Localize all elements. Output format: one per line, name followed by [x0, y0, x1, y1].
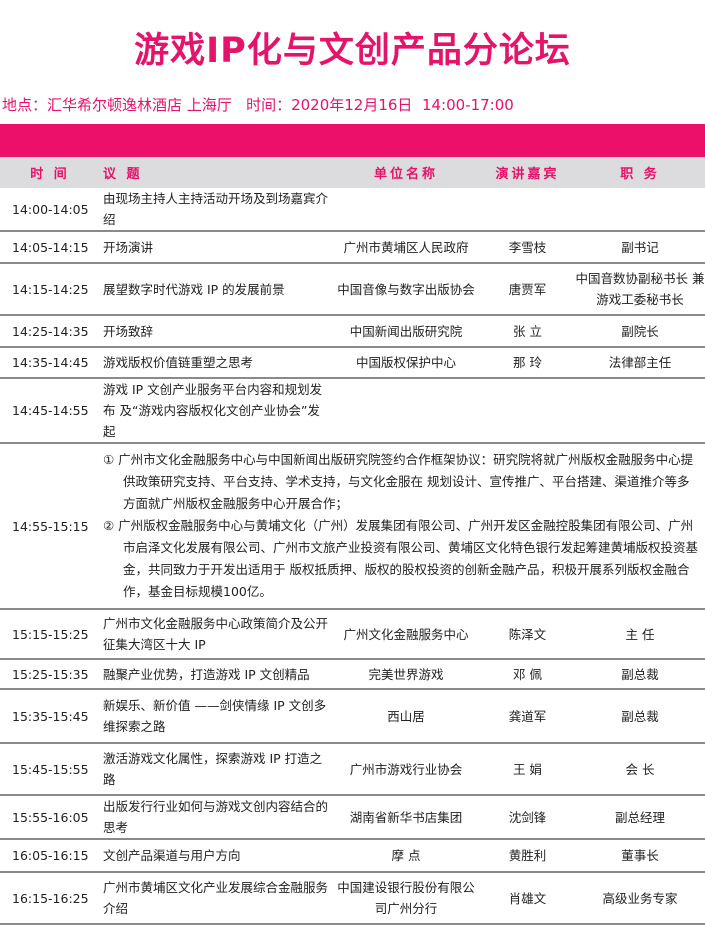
- header-topic: 议 题: [103, 167, 143, 182]
- row-position: 副总裁: [575, 659, 705, 690]
- table-row: 14:35-14:45 游戏版权价值链重塑之思考 中国版权保护中心那 玲法律部主任: [0, 347, 705, 379]
- row-topic: 游戏 IP 文创产业服务平台内容和规划发布 及“游戏内容版权化文创产业协会”发起: [100, 378, 332, 444]
- row-position: 会 长: [575, 743, 705, 796]
- row-topic: 游戏版权价值链重塑之思考: [100, 347, 332, 379]
- table-row: 14:45-14:55 游戏 IP 文创产业服务平台内容和规划发布 及“游戏内容版…: [0, 378, 705, 444]
- row-topic: 广州市黄埔区文化产业发展综合金融服务介绍: [100, 872, 332, 925]
- row-topic: 开场演讲: [100, 231, 332, 264]
- venue-time-info: 地点：汇华希尔顿逸林酒店 上海厅 时间：2020年12月16日 14:00-17…: [2, 96, 514, 114]
- row-speaker: 王 娟: [480, 743, 575, 796]
- row-topic: ① 广州市文化金融服务中心与中国新闻出版研究院签约合作框架协议：研究院将就广州版…: [100, 443, 705, 610]
- row-topic: 新娱乐、新价值 ——剑侠情缘 IP 文创多维探索之路: [100, 689, 332, 744]
- header-unit: 单位名称: [373, 167, 438, 182]
- row-unit: 中国音像与数字出版协会: [332, 263, 480, 316]
- table-row: 15:25-15:35 融聚产业优势，打造游戏 IP 文创精品 完美世界游戏邓 佩副…: [0, 659, 705, 690]
- header-position: 职 务: [620, 167, 660, 182]
- row-topic: 由现场主持人主持活动开场及到场嘉宾介绍: [100, 188, 332, 232]
- row-time: 14:05-14:15: [0, 231, 100, 264]
- row-time: 14:00-14:05: [0, 188, 100, 232]
- row-unit: 摩 点: [332, 839, 480, 873]
- row-speaker: 肖雄文: [480, 872, 575, 925]
- row-time: 15:45-15:55: [0, 743, 100, 796]
- row-time: 14:55-15:15: [0, 443, 100, 610]
- table-row: 14:25-14:35 开场致辞 中国新闻出版研究院张 立副院长: [0, 315, 705, 348]
- row-topic: 开场致辞: [100, 315, 332, 348]
- row-time: 14:15-14:25: [0, 263, 100, 316]
- row-speaker: 陈泽文: [480, 609, 575, 660]
- row-time: 15:55-16:05: [0, 795, 100, 840]
- table-row: 15:35-15:45 新娱乐、新价值 ——剑侠情缘 IP 文创多维探索之路 西山居…: [0, 689, 705, 744]
- row-position: 高级业务专家: [575, 872, 705, 925]
- row-position: 副总经理: [575, 795, 705, 840]
- row-position: 主 任: [575, 609, 705, 660]
- agenda-table: 时 间 议 题 单位名称 演讲嘉宾 职 务 14:00-14:05 由现场主持人主…: [0, 157, 705, 925]
- row-position: 副书记: [575, 231, 705, 264]
- row-position: 中国音数协副秘书长 兼游戏工委秘书长: [575, 263, 705, 316]
- row-time: 16:05-16:15: [0, 839, 100, 873]
- row-topic: 出版发行行业如何与游戏文创内容结合的思考: [100, 795, 332, 840]
- row-time: 14:25-14:35: [0, 315, 100, 348]
- row-unit: 中国新闻出版研究院: [332, 315, 480, 348]
- page-title: 游戏IP化与文创产品分论坛: [134, 31, 571, 71]
- row-topic: 激活游戏文化属性，探索游戏 IP 打造之路: [100, 743, 332, 796]
- row-position: [575, 188, 705, 232]
- header-time: 时 间: [30, 167, 70, 182]
- table-row: 15:45-15:55 激活游戏文化属性，探索游戏 IP 打造之路 广州市游戏行业协…: [0, 743, 705, 796]
- table-header: 时 间 议 题 单位名称 演讲嘉宾 职 务: [0, 157, 705, 188]
- row-time: 14:45-14:55: [0, 378, 100, 444]
- table-row: 16:05-16:15 文创产品渠道与用户方向摩 点黄胜利 董事长: [0, 839, 705, 873]
- row-unit: 广州市游戏行业协会: [332, 743, 480, 796]
- row-unit: 完美世界游戏: [332, 659, 480, 690]
- row-speaker: [480, 188, 575, 232]
- row-speaker: 黄胜利: [480, 839, 575, 873]
- row-unit: 湖南省新华书店集团: [332, 795, 480, 840]
- table-row: 14:05-14:15 开场演讲 广州市黄埔区人民政府 李雪枝 副书记: [0, 231, 705, 264]
- row-topic: 文创产品渠道与用户方向: [100, 839, 332, 873]
- row-speaker: 邓 佩: [480, 659, 575, 690]
- row-topic: 融聚产业优势，打造游戏 IP 文创精品: [100, 659, 332, 690]
- row-unit: 西山居: [332, 689, 480, 744]
- table-row: 15:55-16:05 出版发行行业如何与游戏文创内容结合的思考 湖南省新华书店集团…: [0, 795, 705, 840]
- row-position: 副院长: [575, 315, 705, 348]
- agreement-item: ② 广州版权金融服务中心与黄埔文化（广州）发展集团有限公司、广州开发区金融控股集…: [103, 518, 699, 599]
- row-time: 15:25-15:35: [0, 659, 100, 690]
- header-band: [0, 124, 705, 157]
- table-row: 15:15-15:25 广州市文化金融服务中心政策简介及公开征集大湾区十大 IP 广…: [0, 609, 705, 660]
- row-unit: [332, 188, 480, 232]
- row-speaker: 龚道军: [480, 689, 575, 744]
- table-row: 14:15-14:25 展望数字时代游戏 IP 的发展前景 中国音像与数字出版协会唐…: [0, 263, 705, 316]
- row-time: 14:35-14:45: [0, 347, 100, 379]
- row-speaker: [480, 378, 575, 444]
- row-time: 16:15-16:25: [0, 872, 100, 925]
- row-speaker: 唐贾军: [480, 263, 575, 316]
- row-unit: [332, 378, 480, 444]
- row-time: 15:35-15:45: [0, 689, 100, 744]
- row-time: 15:15-15:25: [0, 609, 100, 660]
- row-topic: 展望数字时代游戏 IP 的发展前景: [100, 263, 332, 316]
- row-topic: 广州市文化金融服务中心政策简介及公开征集大湾区十大 IP: [100, 609, 332, 660]
- row-position: 副总裁: [575, 689, 705, 744]
- header-speaker: 演讲嘉宾: [495, 167, 560, 182]
- agreement-item: ① 广州市文化金融服务中心与中国新闻出版研究院签约合作框架协议：研究院将就广州版…: [103, 452, 694, 511]
- row-position: [575, 378, 705, 444]
- row-unit: 中国版权保护中心: [332, 347, 480, 379]
- table-row: 14:00-14:05 由现场主持人主持活动开场及到场嘉宾介绍: [0, 188, 705, 232]
- row-unit: 中国建设银行股份有限公司广州分行: [332, 872, 480, 925]
- table-row: 14:55-15:15 ① 广州市文化金融服务中心与中国新闻出版研究院签约合作框架…: [0, 443, 705, 610]
- table-row: 16:15-16:25 广州市黄埔区文化产业发展综合金融服务介绍 中国建设银行股份有…: [0, 872, 705, 925]
- row-unit: 广州文化金融服务中心: [332, 609, 480, 660]
- row-unit: 广州市黄埔区人民政府: [332, 231, 480, 264]
- row-speaker: 沈剑锋: [480, 795, 575, 840]
- row-position: 法律部主任: [575, 347, 705, 379]
- row-position: 董事长: [575, 839, 705, 873]
- row-speaker: 李雪枝: [480, 231, 575, 264]
- row-speaker: 那 玲: [480, 347, 575, 379]
- row-speaker: 张 立: [480, 315, 575, 348]
